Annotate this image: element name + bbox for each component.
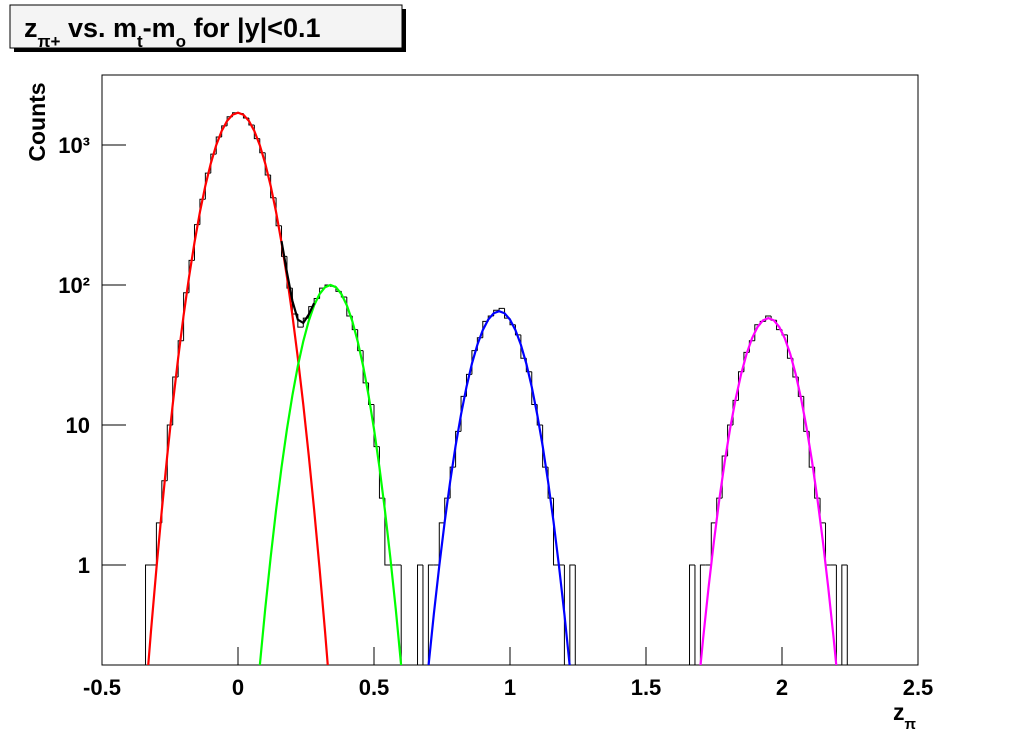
y-tick-label: 10³: [58, 133, 90, 158]
text-part: z: [24, 13, 38, 43]
fit-curve: [280, 240, 316, 325]
fit-curve: [258, 283, 403, 665]
histogram-bin: [427, 564, 434, 665]
fit-curve: [699, 316, 838, 665]
x-axis-label: zπ: [893, 699, 917, 733]
histogram-bin: [145, 564, 151, 665]
y-tick-label: 10: [66, 413, 90, 438]
title-box: [9, 4, 403, 49]
histogram-bin: [422, 564, 429, 665]
plot-area: [102, 111, 918, 665]
y-tick-label: 10²: [58, 273, 90, 298]
histogram-bin: [699, 564, 706, 665]
histogram-bin: [841, 564, 848, 665]
subscript: o: [176, 32, 186, 51]
histogram-bin: [825, 522, 831, 566]
histogram-bin: [417, 564, 423, 665]
x-tick-label: 0: [232, 675, 244, 700]
histogram-bin: [455, 430, 462, 468]
x-tick-label: -0.5: [83, 675, 121, 700]
x-tick-label: 1.5: [631, 675, 662, 700]
histogram-bin: [563, 564, 570, 665]
x-tick-label: 2.5: [903, 675, 934, 700]
fit-curve: [427, 310, 571, 665]
histogram-bin: [498, 307, 505, 311]
y-tick-label: 1: [78, 553, 90, 578]
histogram-bin: [835, 564, 842, 665]
subscript: t: [137, 32, 143, 51]
x-tick-label: 0.5: [359, 675, 390, 700]
text-part: -m: [143, 13, 176, 43]
fit-curve: [147, 111, 329, 665]
histogram-bin: [689, 564, 695, 665]
chart-title: zπ+ vs. mt-mo for |y|<0.1: [24, 13, 320, 51]
histogram-bin: [569, 564, 576, 665]
histogram-bin: [373, 404, 380, 448]
histogram-bin: [694, 564, 701, 665]
x-tick-label: 1: [504, 675, 516, 700]
text-part: z: [893, 699, 905, 725]
x-tick-label: 2: [776, 675, 788, 700]
histogram-bin: [574, 564, 581, 665]
subscript: π: [905, 716, 917, 733]
histogram-bin: [384, 498, 391, 566]
text-part: vs. m: [60, 13, 137, 43]
histogram-bin: [357, 329, 364, 352]
histogram-bin: [846, 564, 853, 665]
subscript: π+: [38, 32, 61, 51]
histogram-bin: [400, 564, 407, 665]
y-axis-label: Counts: [24, 82, 50, 161]
histogram-bin: [710, 522, 717, 565]
histogram-bin: [438, 522, 445, 565]
text-part: for |y|<0.1: [186, 13, 320, 43]
